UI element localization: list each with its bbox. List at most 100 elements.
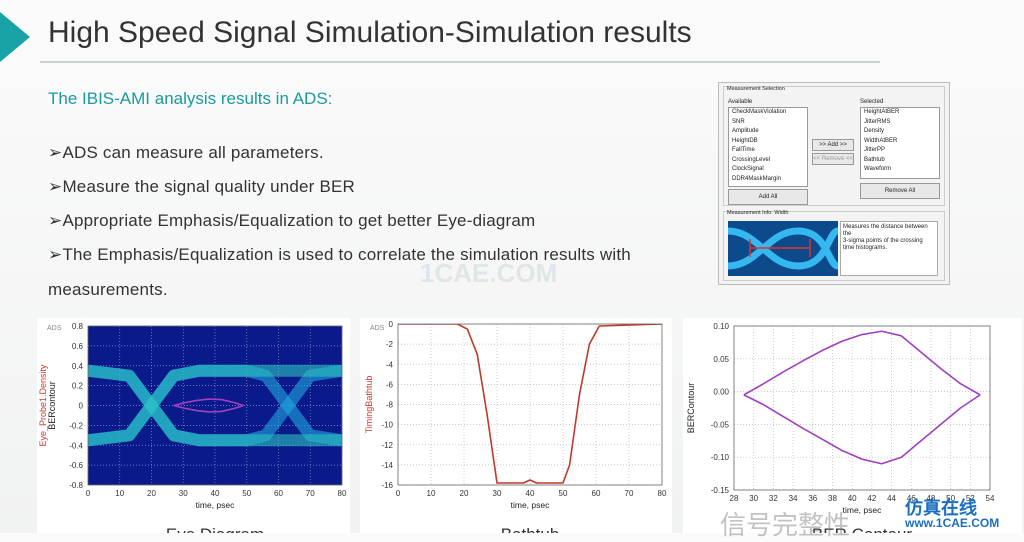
x-tick-label: 80 <box>658 489 667 498</box>
eye-trace <box>88 364 342 447</box>
y-axis-label: TimingBathtub <box>364 376 374 434</box>
y-tick-label: 0.4 <box>72 362 84 371</box>
x-tick-label: 30 <box>493 489 502 498</box>
info-text: Measures the distance between the 3-sigma… <box>840 221 938 276</box>
slide-title: High Speed Signal Simulation-Simulation … <box>48 16 692 49</box>
y-tick-label: -0.05 <box>711 420 730 429</box>
y-tick-label: -0.4 <box>69 441 83 450</box>
line <box>173 398 244 407</box>
add-all-button[interactable]: Add All <box>728 189 808 205</box>
x-tick-label: 46 <box>907 494 916 503</box>
y-tick-label: 0.05 <box>713 355 729 364</box>
y-tick-label: -8 <box>386 401 394 410</box>
chart-label: ADS <box>47 325 62 332</box>
y-tick-label: -0.15 <box>711 486 730 495</box>
y-tick-label: -4 <box>386 360 394 369</box>
y-tick-label: -0.6 <box>69 461 83 470</box>
y-tick-label: -0.2 <box>69 421 83 430</box>
y-tick-label: -2 <box>386 340 394 349</box>
info-line: Measures the distance between the <box>843 224 928 237</box>
x-tick-label: 70 <box>306 489 315 498</box>
x-tick-label: 30 <box>179 489 188 498</box>
x-tick-label: 80 <box>338 489 347 498</box>
remove-all-button[interactable]: Remove All <box>860 183 940 199</box>
x-tick-label: 30 <box>749 494 758 503</box>
list-item: JitterRMS <box>864 118 891 125</box>
available-list[interactable]: CheckMaskViolation SNR Amplitude HeightDB Fa… <box>728 107 808 187</box>
info-image <box>728 221 838 276</box>
bullet: ➢The Emphasis/Equalization is used to co… <box>48 245 631 264</box>
x-tick-label: 52 <box>966 494 975 503</box>
x-tick-label: 48 <box>926 494 935 503</box>
plot-frame <box>397 323 663 486</box>
x-axis-label: time, psec <box>196 500 235 510</box>
add-button[interactable]: >> Add >> <box>812 139 854 151</box>
plot-frame <box>87 325 343 486</box>
plot-area <box>743 330 981 465</box>
x-tick-label: 28 <box>730 494 739 503</box>
list-item: CrossingLevel <box>732 156 771 163</box>
y-tick-label: 0.8 <box>72 322 84 331</box>
y-tick-label: -12 <box>381 441 393 450</box>
list-item: Amplitude <box>732 128 759 134</box>
plot-area <box>88 364 342 447</box>
list-item: JitterPP <box>864 147 886 153</box>
list-item: HeightDB <box>732 137 758 144</box>
chart-caption: Eye Diagram <box>166 525 264 533</box>
x-tick-label: 60 <box>274 489 283 498</box>
x-tick-label: 10 <box>427 489 436 498</box>
x-tick-label: 50 <box>242 489 251 498</box>
x-tick-label: 50 <box>559 489 568 498</box>
x-tick-label: 44 <box>887 494 896 503</box>
y-tick-label: 0.2 <box>72 382 84 391</box>
line <box>173 404 244 413</box>
y-tick-label: -10 <box>381 421 393 430</box>
y-tick-label: -0.10 <box>711 453 730 462</box>
list-item: WidthAtBER <box>864 137 898 144</box>
line <box>743 394 981 465</box>
line <box>743 330 981 396</box>
x-tick-label: 34 <box>789 494 798 503</box>
x-tick-label: 0 <box>86 489 91 498</box>
available-label: Available <box>728 99 753 105</box>
y-tick-label: -14 <box>381 461 393 470</box>
x-tick-label: 40 <box>526 489 535 498</box>
line <box>398 324 662 484</box>
x-tick-label: 10 <box>115 489 124 498</box>
group-title: Measurement Selection <box>727 86 785 92</box>
info-title: Measurement Info: Width <box>727 210 789 216</box>
bullet: measurements. <box>48 280 168 299</box>
remove-button[interactable]: << Remove << <box>812 153 854 165</box>
x-tick-label: 60 <box>592 489 601 498</box>
selection-group <box>723 86 945 206</box>
measurement-dialog: Measurement Selection Available Selected… <box>718 82 950 285</box>
bullet: ➢Appropriate Emphasis/Equalization to ge… <box>48 211 536 230</box>
list-item: DDR4MaskMargin <box>732 175 782 182</box>
x-tick-label: 70 <box>625 489 634 498</box>
plot-frame <box>733 325 991 491</box>
selected-label: Selected <box>860 99 884 105</box>
x-tick-label: 32 <box>769 494 778 503</box>
info-line: 3-sigma points of the crossing <box>843 238 923 244</box>
bullet: ➢ADS can measure all parameters. <box>48 143 324 162</box>
list-item: ClockSignal <box>732 166 764 172</box>
plot-area <box>398 324 662 484</box>
list-item: Waveform <box>864 166 892 172</box>
y-axis-label: BERContour <box>686 383 696 434</box>
info-line: time histograms. <box>843 245 888 251</box>
bullet: ➢Measure the signal quality under BER <box>48 177 356 196</box>
list-item: Density <box>864 128 885 134</box>
x-axis-label: time, psec <box>511 500 550 510</box>
y-tick-label: -16 <box>381 481 393 490</box>
x-tick-label: 50 <box>946 494 955 503</box>
y-tick-label: 0.6 <box>72 342 84 351</box>
y-tick-label: 0.00 <box>713 388 729 397</box>
selected-list[interactable]: HeightAtBER JitterRMS Density WidthAtBER Jit… <box>860 107 940 179</box>
x-tick-label: 54 <box>986 494 995 503</box>
y-tick-label: 0 <box>79 402 84 411</box>
x-tick-label: 42 <box>867 494 876 503</box>
y-axis-label: BERcontour <box>47 381 57 430</box>
chart-panel <box>360 318 672 533</box>
